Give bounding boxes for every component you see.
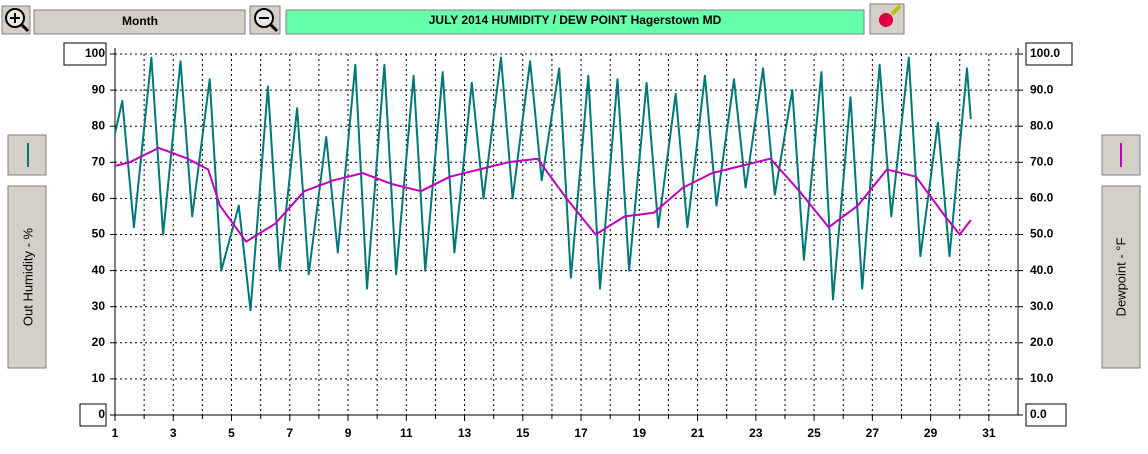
- x-tick-label: 3: [170, 426, 177, 440]
- y-tick-label: 30: [92, 299, 106, 313]
- chart-title: JULY 2014 HUMIDITY / DEW POINT Hagerstow…: [429, 13, 722, 27]
- x-tick-label: 13: [458, 426, 472, 440]
- x-tick-label: 27: [866, 426, 880, 440]
- y2-max-box: [1025, 42, 1073, 66]
- left-axis-panel: [7, 185, 47, 369]
- x-tick-label: 29: [924, 426, 938, 440]
- y2-tick-label: 90.0: [1030, 82, 1054, 96]
- y-tick-label: 40: [92, 263, 106, 277]
- y-tick-label: 80: [92, 118, 106, 132]
- y-tick-label: 10: [92, 371, 106, 385]
- period-label: Month: [122, 14, 158, 28]
- x-tick-label: 11: [400, 426, 413, 440]
- y2-tick-label: 60.0: [1030, 191, 1054, 205]
- y2-tick-label: 40.0: [1030, 263, 1054, 277]
- y-tick-label: 70: [92, 154, 106, 168]
- y-min-box: [79, 403, 107, 427]
- y-tick-label: 20: [92, 335, 106, 349]
- y2-tick-label: 30.0: [1030, 299, 1054, 313]
- y2-tick-label: 0.0: [1030, 407, 1047, 421]
- y-tick-label: 0: [98, 407, 105, 421]
- x-tick-label: 9: [345, 426, 352, 440]
- y2-tick-label: 70.0: [1030, 154, 1054, 168]
- title-bar: [285, 9, 865, 35]
- x-tick-label: 31: [982, 426, 996, 440]
- y-tick-label: 50: [92, 227, 106, 241]
- y-tick-label: 100: [85, 46, 105, 60]
- y-axis-label: Out Humidity - %: [20, 227, 35, 326]
- x-tick-label: 5: [228, 426, 235, 440]
- x-tick-label: 23: [749, 426, 763, 440]
- y2-tick-label: 100.0: [1030, 46, 1060, 60]
- zoom-out-button[interactable]: [249, 5, 281, 35]
- x-tick-label: 1: [112, 426, 119, 440]
- data-line: [114, 146, 972, 243]
- y-tick-label: 90: [92, 82, 106, 96]
- y2-tick-label: 10.0: [1030, 371, 1054, 385]
- data-line: [114, 56, 972, 312]
- right-axis-panel: [1101, 185, 1141, 369]
- y2-tick-label: 20.0: [1030, 335, 1054, 349]
- zoom-in-button[interactable]: [1, 5, 31, 35]
- x-tick-label: 21: [691, 426, 705, 440]
- y2-axis-label: Dewpoint - °F: [1113, 237, 1128, 316]
- y-max-box: [63, 42, 107, 66]
- y-tick-label: 60: [92, 191, 106, 205]
- x-tick-label: 19: [633, 426, 647, 440]
- x-tick-label: 7: [286, 426, 293, 440]
- period-button[interactable]: [33, 9, 246, 35]
- x-tick-label: 17: [574, 426, 588, 440]
- y2-tick-label: 80.0: [1030, 118, 1054, 132]
- y2-tick-label: 50.0: [1030, 227, 1054, 241]
- y2-min-box: [1025, 403, 1067, 427]
- settings-button[interactable]: [869, 3, 905, 35]
- x-tick-label: 15: [516, 426, 530, 440]
- x-tick-label: 25: [807, 426, 821, 440]
